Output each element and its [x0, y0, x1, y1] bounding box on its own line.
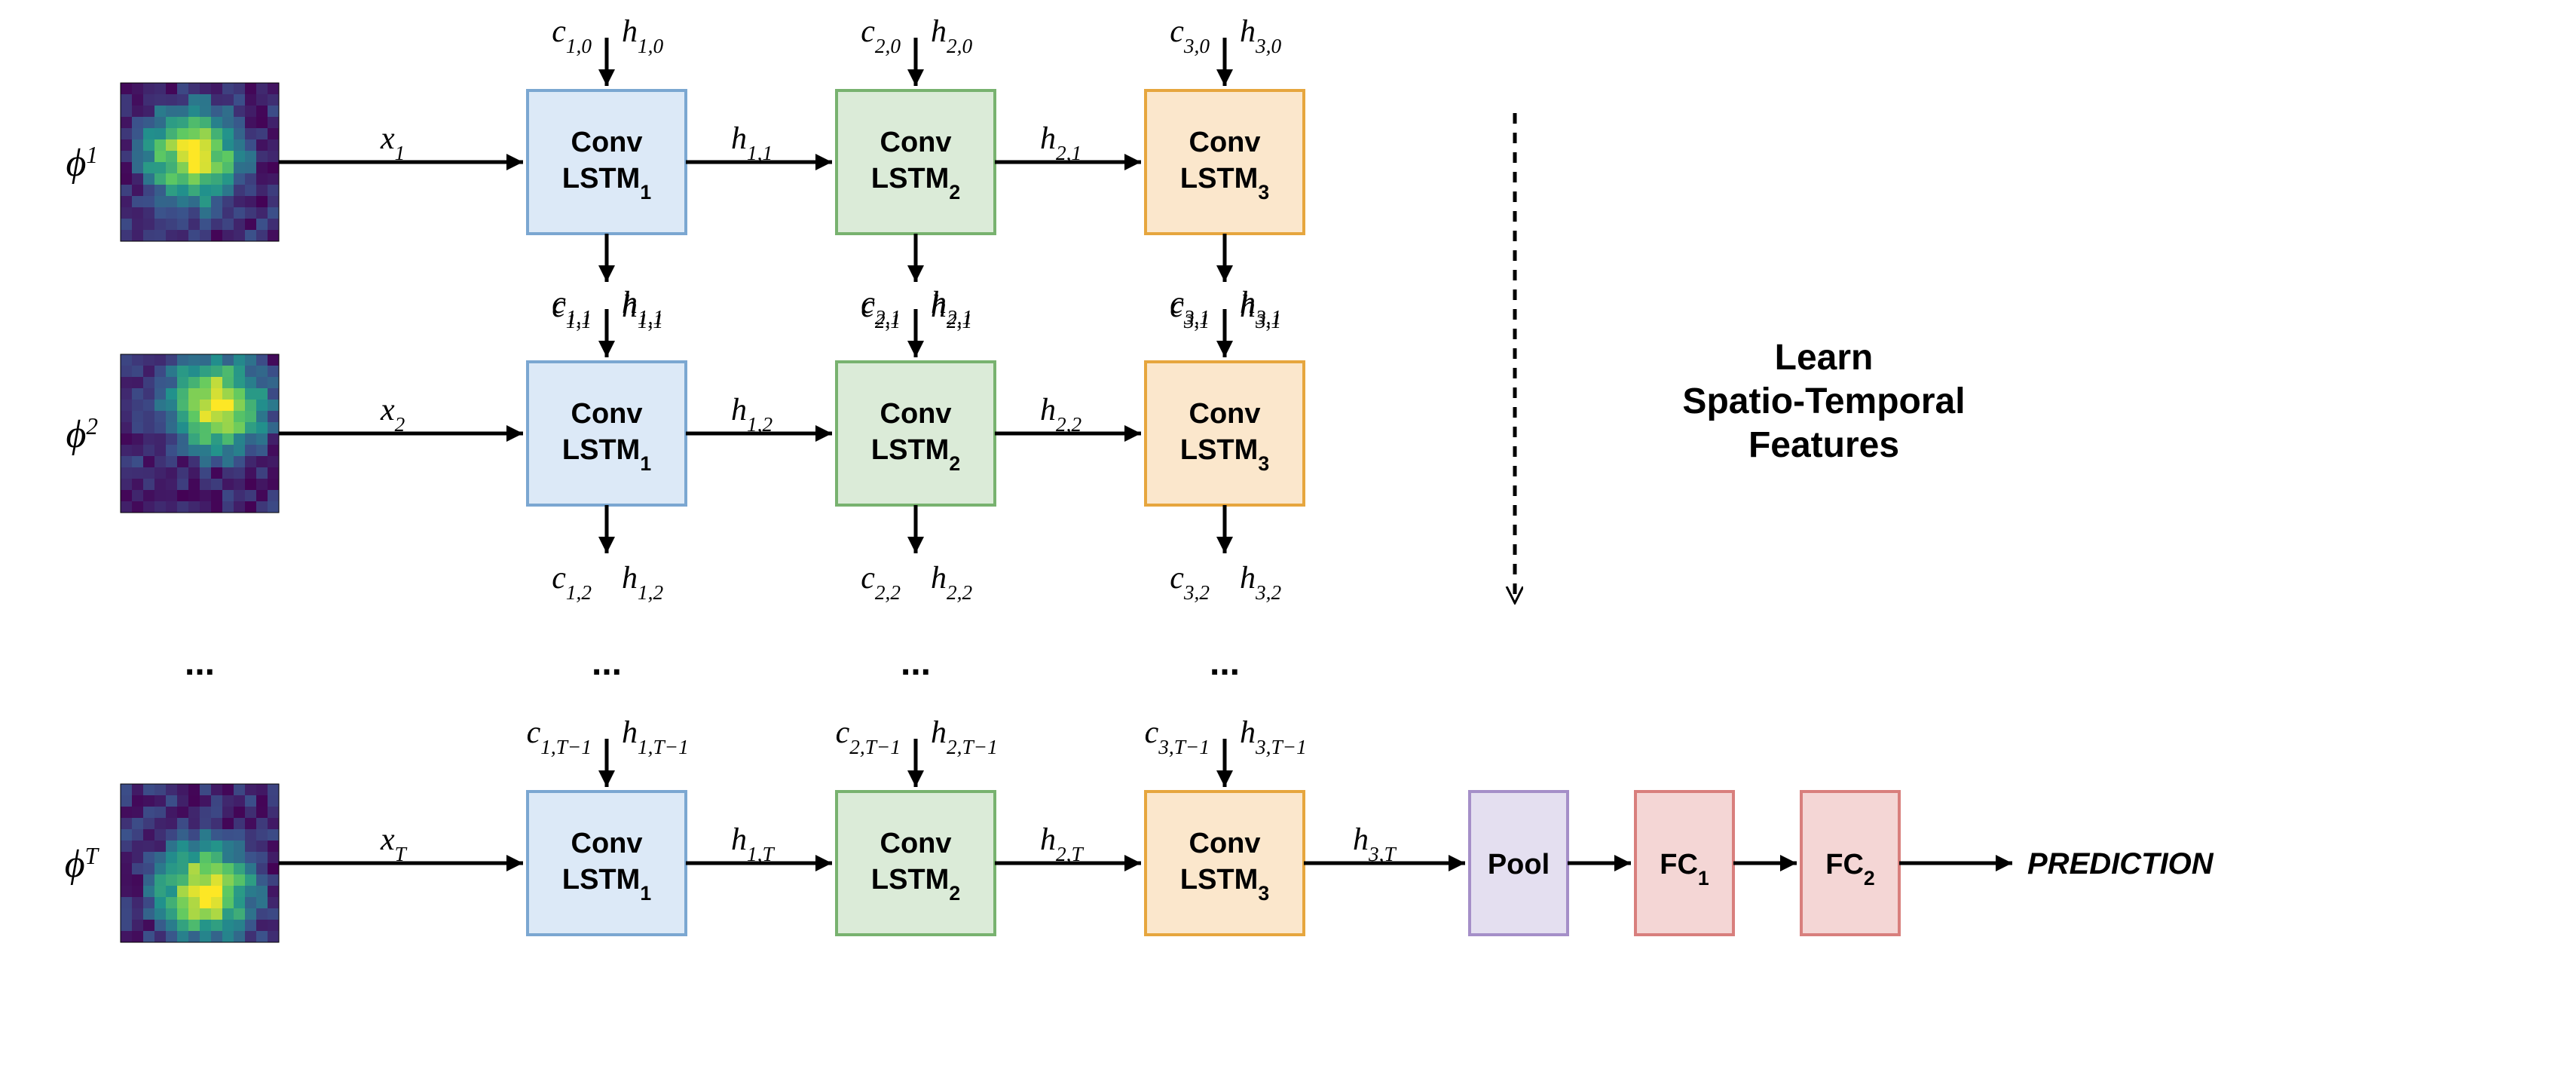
svg-text:Pool: Pool	[1488, 849, 1550, 880]
edge-label: c2,1	[861, 289, 901, 332]
edge-label: h1,2	[731, 393, 772, 436]
svg-text:Conv: Conv	[571, 828, 643, 859]
ellipsis: ...	[592, 643, 622, 683]
edge-label: x1	[380, 121, 405, 164]
svg-text:Conv: Conv	[1189, 127, 1261, 158]
edge-label: h2,2	[1040, 393, 1081, 436]
ellipsis: ...	[185, 643, 215, 683]
convlstm-2-row-2: ConvLSTM2	[837, 362, 995, 505]
edge-label: c3,0	[1170, 14, 1210, 57]
side-text: Spatio-Temporal	[1682, 381, 1965, 421]
edge-label: h1,T	[731, 822, 775, 865]
convlstm-3-row-1: ConvLSTM3	[1146, 90, 1304, 234]
svg-text:Conv: Conv	[571, 398, 643, 430]
edge-label: c2,2	[861, 561, 901, 604]
edge-label: h2,0	[931, 14, 972, 57]
phi-label-2: ϕT	[65, 843, 100, 886]
edge-label: c1,1	[552, 289, 592, 332]
input-image-1	[121, 354, 280, 513]
edge-label: xT	[380, 822, 408, 865]
pool-box: Pool	[1470, 792, 1568, 935]
edge-label: h1,T−1	[622, 715, 689, 758]
edge-label: h2,T−1	[931, 715, 998, 758]
edge-label: h3,1	[1240, 289, 1281, 332]
edge-label: h3,T−1	[1240, 715, 1307, 758]
edge-label: h2,1	[1040, 121, 1081, 164]
edge-label: c3,1	[1170, 289, 1210, 332]
convlstm-1-row-3: ConvLSTM1	[528, 792, 686, 935]
edge-label: c2,0	[861, 14, 901, 57]
convlstm-1-row-1: ConvLSTM1	[528, 90, 686, 234]
side-text: Features	[1748, 425, 1899, 465]
edge-label: h1,1	[731, 121, 772, 164]
svg-text:Conv: Conv	[880, 127, 952, 158]
edge-label: c3,T−1	[1145, 715, 1210, 758]
input-image-2	[121, 784, 280, 943]
svg-text:Conv: Conv	[880, 398, 952, 430]
edge-label: c1,0	[552, 14, 592, 57]
ellipsis: ...	[1210, 643, 1240, 683]
convlstm-2-row-3: ConvLSTM2	[837, 792, 995, 935]
phi-label-0: ϕ1	[66, 142, 98, 185]
fc1-box: FC1	[1635, 792, 1733, 935]
edge-label: h2,T	[1040, 822, 1084, 865]
edge-label: h1,2	[622, 561, 663, 604]
svg-text:Conv: Conv	[571, 127, 643, 158]
prediction-label: PREDICTION	[2027, 847, 2214, 880]
svg-text:Conv: Conv	[880, 828, 952, 859]
edge-label: h1,0	[622, 14, 663, 57]
convlstm-2-row-1: ConvLSTM2	[837, 90, 995, 234]
edge-label: c3,2	[1170, 561, 1210, 604]
side-text: Learn	[1775, 338, 1874, 378]
edge-label: h2,2	[931, 561, 972, 604]
convlstm-3-row-3: ConvLSTM3	[1146, 792, 1304, 935]
edge-label: c1,2	[552, 561, 592, 604]
edge-label: c1,T−1	[527, 715, 592, 758]
ellipsis: ...	[901, 643, 931, 683]
svg-text:Conv: Conv	[1189, 398, 1261, 430]
input-image-0	[121, 83, 280, 242]
phi-label-1: ϕ2	[66, 413, 98, 457]
edge-label: x2	[380, 393, 405, 436]
edge-label: h1,1	[622, 289, 663, 332]
edge-label: h3,0	[1240, 14, 1281, 57]
convlstm-1-row-2: ConvLSTM1	[528, 362, 686, 505]
convlstm-3-row-2: ConvLSTM3	[1146, 362, 1304, 505]
edge-label: c2,T−1	[836, 715, 901, 758]
edge-label: h3,T	[1353, 822, 1397, 865]
svg-text:Conv: Conv	[1189, 828, 1261, 859]
edge-label: h2,1	[931, 289, 972, 332]
edge-label: h3,2	[1240, 561, 1281, 604]
fc2-box: FC2	[1801, 792, 1899, 935]
